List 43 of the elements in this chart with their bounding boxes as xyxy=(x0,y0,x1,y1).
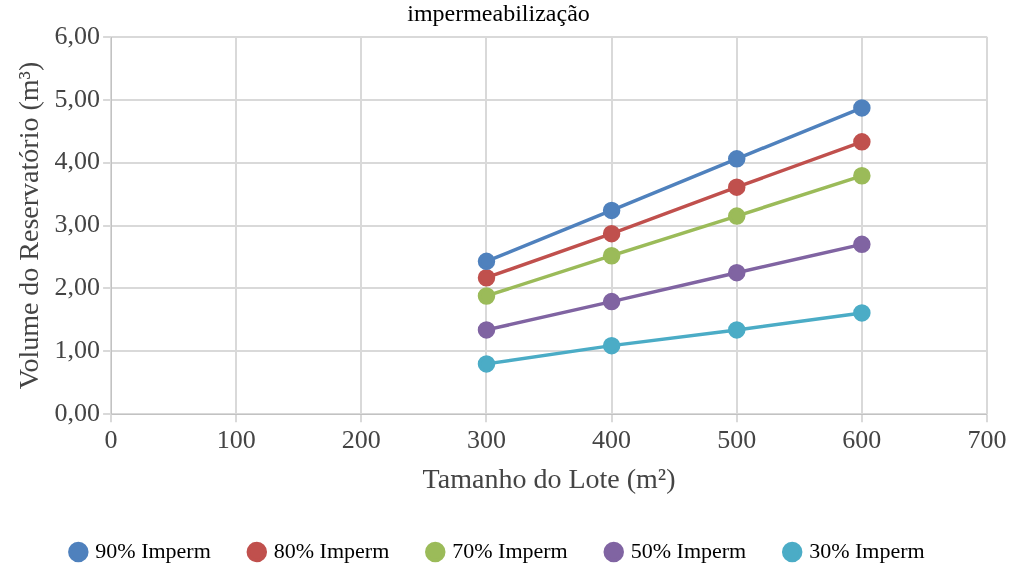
point xyxy=(853,235,871,254)
legend-label: 30% Imperm xyxy=(809,537,925,563)
point xyxy=(727,150,746,168)
y-tick-label: 2,00 xyxy=(54,272,101,302)
y-tick-label: 6,00 xyxy=(54,20,101,50)
legend-label: 50% Imperm xyxy=(630,537,747,563)
y-tick-label: 1,00 xyxy=(54,335,101,365)
legend-label: 80% Imperm xyxy=(273,537,390,563)
point xyxy=(602,224,621,243)
point xyxy=(602,201,621,220)
x-axis-title: Tamanho do Lote (m²) xyxy=(422,462,676,494)
point xyxy=(853,167,871,185)
x-tick-label: 300 xyxy=(466,424,506,454)
point xyxy=(602,292,621,311)
point xyxy=(853,99,871,117)
chart-title: impermeabilização xyxy=(407,0,590,26)
point xyxy=(853,304,871,322)
x-tick-label: 100 xyxy=(216,424,256,454)
x-tick-label: 500 xyxy=(717,424,757,454)
point xyxy=(727,321,746,339)
point xyxy=(477,252,496,271)
y-tick-label: 4,00 xyxy=(54,146,101,176)
y-tick-label: 3,00 xyxy=(54,209,101,239)
y-tick-label: 0,00 xyxy=(54,398,101,428)
point xyxy=(477,321,496,339)
x-tick-label: 600 xyxy=(842,424,882,454)
point xyxy=(727,178,746,196)
legend-label: 70% Imperm xyxy=(452,537,568,563)
y-axis-title: Volume do Reservatório (m³) xyxy=(13,61,45,390)
x-tick-label: 400 xyxy=(592,424,632,454)
x-tick-label: 0 xyxy=(104,424,118,454)
point xyxy=(477,268,496,287)
point xyxy=(477,355,496,373)
point xyxy=(602,336,621,355)
point xyxy=(727,207,746,225)
x-tick-label: 200 xyxy=(341,424,381,454)
x-tick-label: 700 xyxy=(967,424,1007,454)
legend-label: 90% Imperm xyxy=(95,537,211,563)
point xyxy=(727,263,746,282)
point xyxy=(853,133,871,151)
point xyxy=(602,246,621,265)
point xyxy=(477,287,496,305)
y-tick-label: 5,00 xyxy=(54,83,101,113)
